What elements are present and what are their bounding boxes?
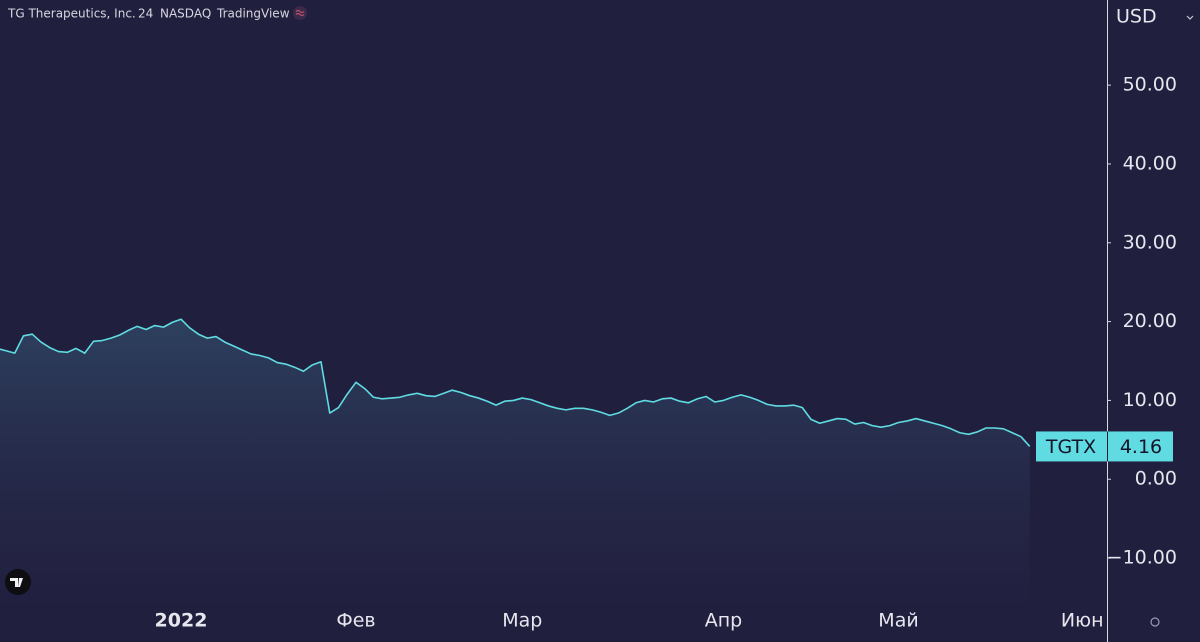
y-tick-label: 50.00	[1123, 74, 1177, 96]
symbol-name: TG Therapeutics, Inc.	[7, 7, 136, 21]
y-tick-label: 30.00	[1123, 231, 1177, 253]
exchange: NASDAQ	[160, 7, 211, 21]
plot-area	[0, 318, 1031, 603]
x-tick-label: Май	[878, 610, 918, 632]
x-tick-label: Июн	[1061, 610, 1104, 632]
source: TradingView	[216, 7, 290, 21]
status-icon-glyph	[295, 9, 305, 17]
x-tick-label: Мар	[502, 610, 542, 632]
y-tick-label: 20.00	[1123, 310, 1177, 332]
currency-label[interactable]: USD	[1116, 6, 1157, 28]
x-tick-label: 2022	[155, 610, 208, 632]
last-price-badge	[1036, 431, 1173, 462]
y-tick-label: 40.00	[1123, 152, 1177, 174]
area-fill	[0, 319, 1030, 603]
price-line	[0, 318, 1031, 447]
y-tick-label: −10.00	[1107, 547, 1177, 569]
tv-logo-glyph	[10, 578, 23, 587]
currency-chevron[interactable]	[1186, 15, 1194, 20]
settings-icon[interactable]	[1150, 617, 1160, 627]
x-tick-label: Фев	[336, 610, 375, 632]
interval: 24	[138, 7, 153, 21]
y-tick-label: 0.00	[1135, 468, 1177, 490]
last-price-label: 4.16	[1120, 436, 1162, 458]
symbol-badge-label: TGTX	[1045, 436, 1096, 458]
y-tick-label: 10.00	[1123, 389, 1177, 411]
status-icon[interactable]	[293, 6, 307, 20]
axes: −10.00 0.00 10.00 20.00 30.00 40.00 50.00 2022 Ф…	[155, 74, 1177, 632]
x-tick-label: Апр	[705, 610, 742, 632]
